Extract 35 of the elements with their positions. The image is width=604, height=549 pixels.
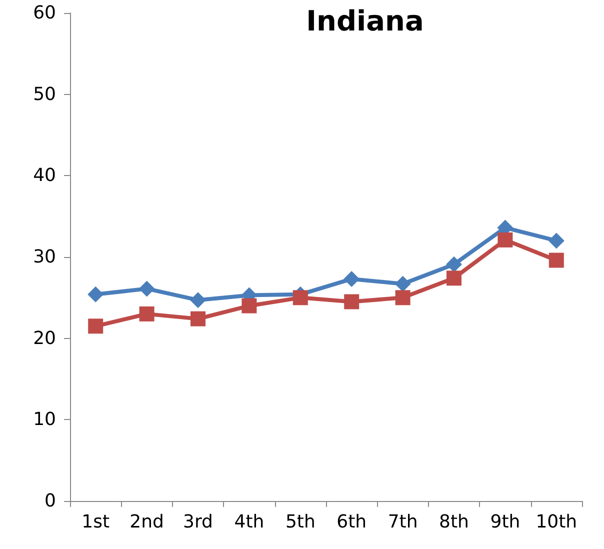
chart-title: Indiana: [306, 4, 424, 38]
x-tick-label: 7th: [388, 512, 418, 532]
y-tick-label: 50: [33, 84, 56, 105]
point: [498, 232, 513, 248]
x-tick-label: 4th: [234, 512, 264, 532]
point: [88, 286, 104, 302]
y-tick-label: 60: [33, 2, 56, 24]
point: [344, 270, 360, 287]
point: [292, 290, 308, 306]
point: [139, 306, 154, 322]
point: [88, 318, 104, 334]
x-tick-label: 6th: [336, 512, 367, 532]
point: [190, 292, 206, 308]
point: [548, 252, 564, 268]
y-tick-label: 0: [44, 490, 56, 512]
y-tick-label: 40: [33, 165, 56, 186]
point: [344, 294, 360, 310]
point: [548, 232, 564, 249]
x-tick-label: 9th: [490, 512, 520, 532]
x-tick-label: 3rd: [183, 512, 213, 532]
x-tick-label: 10th: [536, 512, 578, 532]
x-tick-label: 5th: [285, 512, 316, 532]
point: [242, 298, 257, 314]
y-tick-label: 20: [33, 328, 56, 349]
point: [190, 311, 206, 326]
x-tick-label: 2nd: [130, 512, 164, 532]
point: [395, 290, 410, 306]
point: [138, 280, 155, 297]
x-tick-label: 1st: [82, 512, 110, 532]
point: [446, 270, 462, 286]
x-tick-label: 8th: [439, 512, 469, 532]
y-tick-label: 30: [33, 246, 56, 268]
point: [394, 276, 411, 292]
point: [446, 256, 462, 272]
y-tick-label: 10: [33, 409, 56, 430]
